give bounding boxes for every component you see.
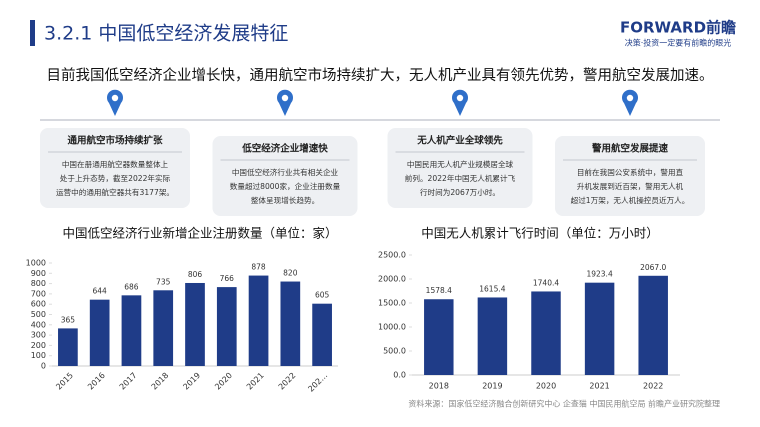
bar bbox=[280, 281, 301, 366]
card bbox=[212, 136, 358, 216]
value-label: 735 bbox=[156, 277, 171, 286]
card-text: 行时间为2067万小时。 bbox=[420, 187, 500, 197]
y-tick-label: 500.0 bbox=[383, 347, 406, 356]
value-label: 365 bbox=[61, 315, 76, 324]
card-text: 超过1万架，无人机操控员近万人。 bbox=[571, 195, 690, 205]
pin-dot bbox=[281, 94, 289, 102]
bar bbox=[638, 275, 668, 375]
x-tick-label: 2020 bbox=[536, 382, 556, 391]
pin bbox=[452, 89, 468, 116]
bar bbox=[477, 297, 508, 375]
y-tick-label: 0.0 bbox=[393, 371, 406, 380]
card-text: 前列。2022年中国无人机累计飞 bbox=[405, 173, 516, 183]
y-tick-label: 2500.0 bbox=[378, 251, 406, 260]
slide-title: 3.2.1 中国低空经济发展特征 bbox=[44, 23, 288, 45]
slogan: 决策·投资一定要有前瞻的眼光 bbox=[625, 38, 732, 48]
bar bbox=[312, 303, 332, 366]
value-label: 2067.0 bbox=[640, 263, 666, 272]
y-tick-label: 500 bbox=[31, 310, 46, 319]
card-title: 通用航空市场持续扩张 bbox=[67, 135, 163, 147]
card-title: 低空经济企业增速快 bbox=[241, 143, 328, 155]
pin-dot bbox=[111, 94, 119, 102]
y-tick-label: 600 bbox=[31, 300, 46, 309]
card-text: 处于上升态势，截至2022年实际 bbox=[60, 173, 171, 183]
bar bbox=[89, 299, 110, 366]
value-label: 1740.4 bbox=[533, 278, 559, 287]
y-tick-label: 1000 bbox=[26, 259, 46, 268]
card-text: 数量超过8000家，企业注册数量 bbox=[230, 181, 341, 191]
bar bbox=[185, 282, 205, 366]
y-tick-label: 2000.0 bbox=[378, 275, 406, 284]
pin-dot bbox=[456, 94, 464, 102]
value-label: 644 bbox=[93, 287, 108, 296]
value-label: 1578.4 bbox=[426, 286, 452, 295]
value-label: 605 bbox=[315, 291, 330, 300]
bar bbox=[121, 295, 142, 366]
logo: FORWARD前瞻 bbox=[620, 19, 736, 37]
y-tick-label: 700 bbox=[31, 289, 46, 298]
pin bbox=[277, 89, 293, 116]
y-tick-label: 800 bbox=[31, 279, 46, 288]
summary: 目前我国低空经济企业增长快，通用航空市场持续扩大，无人机产业具有领先优势，警用航… bbox=[47, 66, 714, 84]
x-tick-label: 2021 bbox=[589, 382, 609, 391]
card-text: 目前在我国公安系统中，警用直 bbox=[577, 167, 684, 177]
card bbox=[555, 136, 705, 216]
bar bbox=[584, 282, 615, 375]
card-text: 中国民用无人机产业规模居全球 bbox=[407, 159, 514, 169]
pin-dot bbox=[626, 94, 634, 102]
bar bbox=[153, 290, 174, 366]
card-text: 中国低空经济行业共有相关企业 bbox=[232, 167, 339, 177]
title-bar bbox=[30, 20, 35, 46]
bar bbox=[424, 299, 454, 375]
value-label: 686 bbox=[124, 282, 139, 291]
value-label: 766 bbox=[220, 274, 235, 283]
value-label: 1923.4 bbox=[586, 270, 612, 279]
bar bbox=[58, 328, 78, 366]
bar bbox=[531, 291, 561, 375]
bar bbox=[248, 275, 269, 366]
card-text: 运营中的通用航空器共有3177架。 bbox=[56, 187, 174, 197]
value-label: 820 bbox=[283, 269, 298, 278]
chart-title: 中国无人机累计飞行时间（单位：万小时） bbox=[421, 226, 659, 241]
y-tick-label: 200 bbox=[31, 341, 46, 350]
y-tick-label: 400 bbox=[31, 320, 46, 329]
card-text: 升机发展到近百架，警用无人机 bbox=[577, 181, 684, 191]
card bbox=[387, 128, 533, 208]
y-tick-label: 1000.0 bbox=[378, 323, 406, 332]
y-tick-label: 900 bbox=[31, 269, 46, 278]
card-text: 整体呈现增长趋势。 bbox=[251, 195, 319, 205]
value-label: 878 bbox=[251, 263, 266, 272]
source: 资料来源：国家低空经济融合创新研究中心 企查猫 中国民用航空局 前瞻产业研究院整… bbox=[408, 399, 720, 409]
pin bbox=[622, 89, 638, 116]
value-label: 806 bbox=[188, 270, 203, 279]
y-tick-label: 100 bbox=[31, 351, 46, 360]
chart-title: 中国低空经济行业新增企业注册数量（单位：家） bbox=[62, 226, 337, 241]
x-tick-label: 2018 bbox=[429, 382, 449, 391]
card-text: 中国在册通用航空器数量整体上 bbox=[62, 159, 169, 169]
x-tick-label: 2019 bbox=[482, 382, 502, 391]
y-tick-label: 300 bbox=[31, 331, 46, 340]
y-tick-label: 0 bbox=[41, 362, 46, 371]
x-tick-label: 2022 bbox=[643, 382, 663, 391]
card bbox=[40, 128, 190, 208]
y-tick-label: 1500.0 bbox=[378, 299, 406, 308]
value-label: 1615.4 bbox=[479, 284, 505, 293]
bar bbox=[216, 287, 237, 366]
card-title: 警用航空发展提速 bbox=[592, 143, 669, 155]
card-title: 无人机产业全球领先 bbox=[416, 135, 503, 147]
pin bbox=[107, 89, 123, 116]
